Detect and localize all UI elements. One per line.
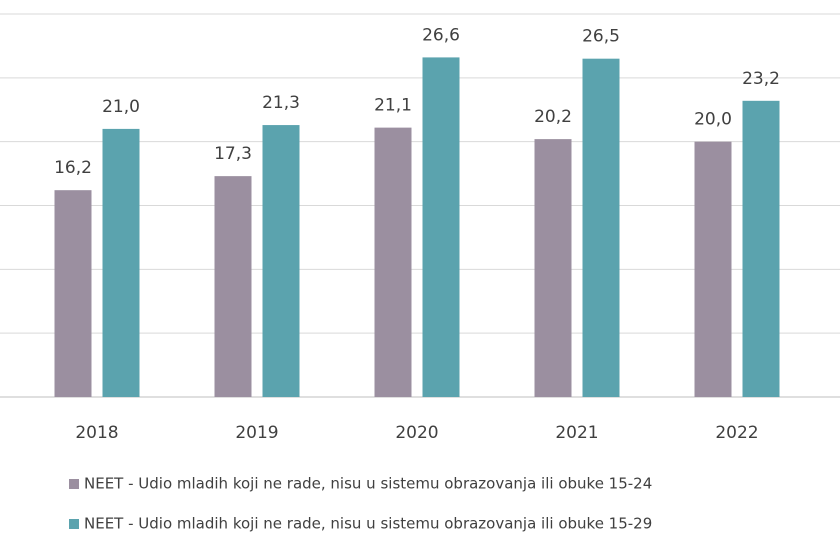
data-label: 26,5 <box>582 27 620 47</box>
data-label: 17,3 <box>214 144 252 164</box>
legend-swatch <box>69 519 79 529</box>
legend-swatch <box>69 479 79 489</box>
x-tick-label: 2020 <box>395 423 438 443</box>
data-label: 21,3 <box>262 93 300 113</box>
data-label: 23,2 <box>742 69 780 89</box>
bar <box>422 57 460 397</box>
bar <box>742 100 780 398</box>
data-label: 20,2 <box>534 107 572 127</box>
bar <box>694 141 732 397</box>
bar <box>534 139 572 397</box>
data-label: 26,6 <box>422 25 460 45</box>
x-tick-label: 2022 <box>715 423 758 443</box>
bar <box>374 127 412 397</box>
legend-label: NEET - Udio mladih koji ne rade, nisu u … <box>84 475 652 493</box>
bar <box>214 176 252 397</box>
bar <box>262 125 300 397</box>
x-tick-label: 2021 <box>555 423 598 443</box>
data-label: 21,0 <box>102 97 140 117</box>
bar <box>582 58 620 397</box>
bar <box>102 128 140 397</box>
bar <box>54 190 92 397</box>
data-label: 20,0 <box>694 110 732 130</box>
data-label: 16,2 <box>54 158 92 178</box>
data-label: 21,1 <box>374 96 412 116</box>
x-tick-label: 2019 <box>235 423 278 443</box>
x-tick-label: 2018 <box>75 423 118 443</box>
legend-label: NEET - Udio mladih koji ne rade, nisu u … <box>84 515 652 533</box>
